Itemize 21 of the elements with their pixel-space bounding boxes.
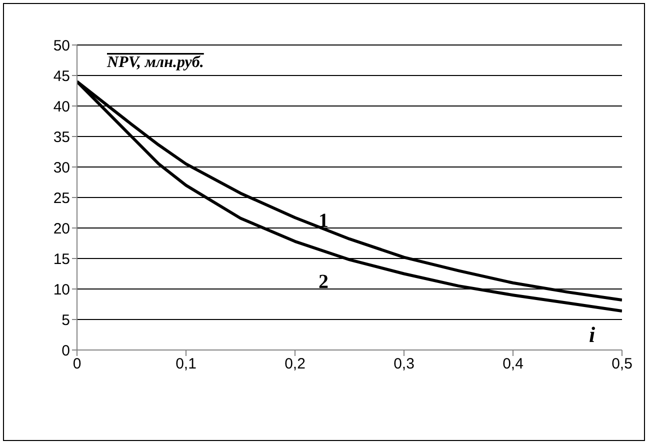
x-axis-title: i — [588, 322, 596, 347]
x-tick-label: 0,1 — [176, 356, 196, 373]
x-tick-label: 0,5 — [612, 356, 632, 373]
x-tick-label: 0,2 — [284, 356, 306, 373]
y-tick-label: 0 — [62, 342, 70, 360]
y-tick-label: 40 — [53, 98, 70, 116]
y-tick-label: 20 — [53, 220, 70, 238]
y-tick-label: 5 — [62, 312, 70, 329]
x-tick-label: 0 — [72, 356, 82, 373]
series-label: 2 — [318, 270, 328, 293]
series-label: 1 — [318, 210, 328, 232]
y-tick-label: 15 — [53, 250, 70, 268]
x-tick-label: 0,4 — [502, 356, 524, 373]
y-axis-title: NPV, млн.руб. — [106, 54, 204, 71]
y-tick-label: 45 — [53, 68, 70, 85]
y-tick-label: 30 — [53, 159, 70, 176]
y-tick-label: 10 — [53, 281, 70, 298]
y-tick-label: 50 — [53, 37, 70, 54]
y-tick-label: 35 — [53, 128, 70, 146]
x-tick-label: 0,3 — [394, 356, 414, 373]
y-tick-label: 25 — [53, 190, 70, 207]
